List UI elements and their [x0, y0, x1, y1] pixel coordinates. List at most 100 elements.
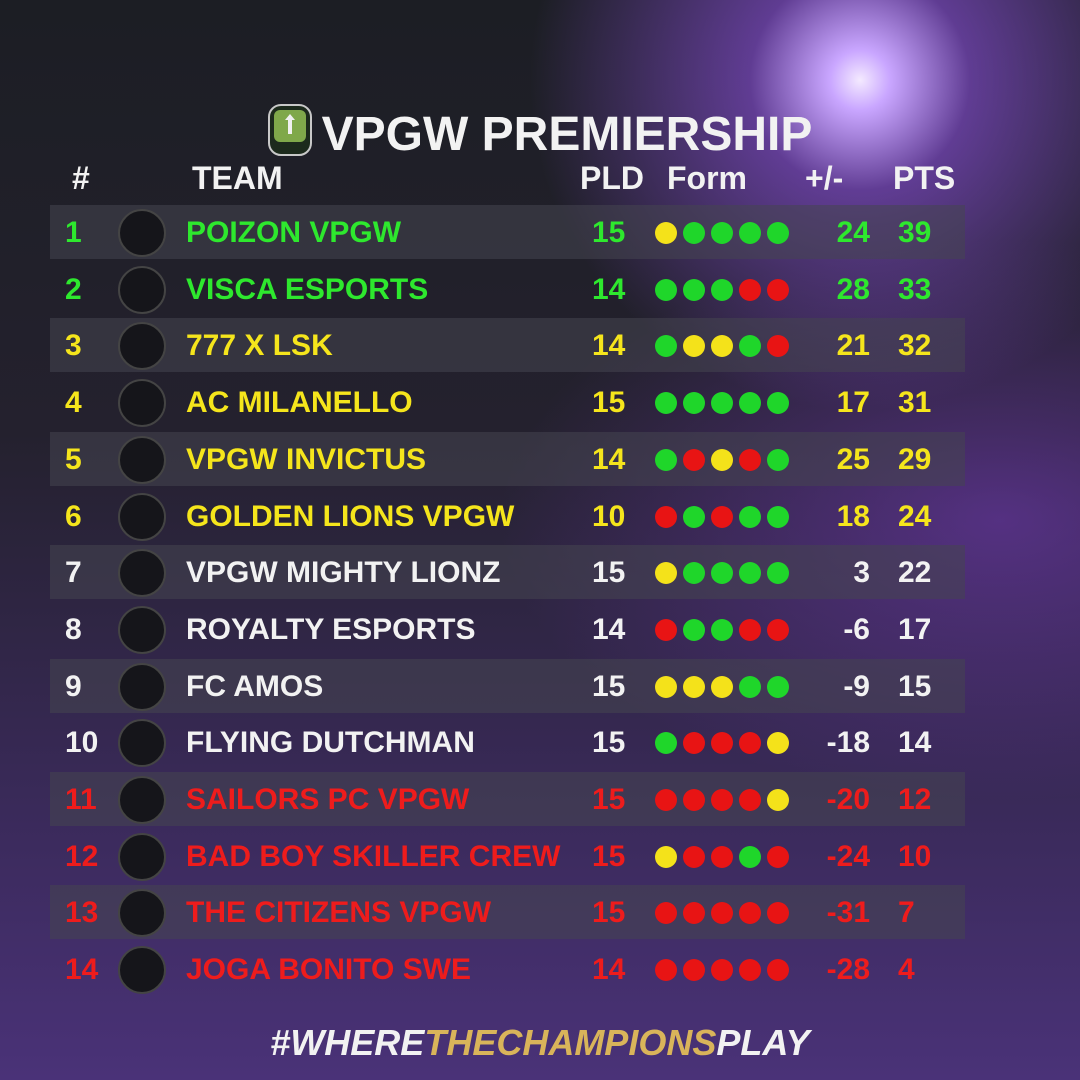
team-name: VPGW MIGHTY LIONZ — [186, 556, 501, 590]
team-name: VISCA ESPORTS — [186, 272, 429, 306]
points: 10 — [898, 839, 932, 873]
goal-difference: 3 — [853, 556, 870, 590]
rank: 5 — [65, 442, 82, 476]
played: 15 — [592, 839, 626, 873]
team-logo — [118, 889, 166, 938]
played: 15 — [592, 669, 626, 703]
played: 15 — [592, 896, 626, 930]
goal-difference: -6 — [843, 612, 870, 646]
form-dot — [683, 392, 705, 415]
hashtag-part: THECHAMPIONS — [424, 1022, 717, 1063]
form-dot — [655, 505, 677, 528]
team-logo — [118, 662, 166, 711]
team-name: FC AMOS — [186, 669, 324, 703]
form-dot — [739, 618, 761, 641]
team-logo — [118, 209, 166, 257]
team-logo — [118, 776, 166, 824]
form-dot — [767, 902, 789, 925]
form-dot — [683, 618, 705, 641]
form-dot — [655, 618, 677, 641]
form-dot — [655, 675, 677, 698]
form-dot — [739, 732, 761, 755]
form-dot — [767, 675, 789, 698]
form-dot — [711, 845, 733, 868]
played: 14 — [592, 953, 626, 987]
team-logo — [118, 435, 166, 484]
form-dot — [767, 222, 789, 244]
rank: 9 — [65, 669, 82, 703]
rank: 14 — [65, 953, 99, 987]
column-header: Form — [667, 160, 747, 196]
goal-difference: -28 — [826, 953, 870, 987]
played: 15 — [592, 216, 626, 249]
rank: 13 — [65, 896, 99, 930]
form-dot — [711, 505, 733, 528]
form-dot — [739, 789, 761, 811]
form-dot — [767, 505, 789, 528]
team-name: BAD BOY SKILLER CREW — [186, 839, 561, 873]
form-dot — [739, 902, 761, 925]
form-dot — [683, 222, 705, 244]
team-logo — [118, 379, 166, 428]
form-dot — [683, 675, 705, 698]
rank: 4 — [65, 386, 82, 420]
form-dot — [683, 335, 705, 358]
team-name: VPGW INVICTUS — [186, 442, 427, 476]
column-header: +/- — [805, 160, 844, 196]
team-name: POIZON VPGW — [186, 216, 402, 249]
team-logo — [118, 492, 166, 541]
team-logo — [118, 605, 166, 654]
hashtag-part: #WHERE — [270, 1022, 425, 1063]
points: 12 — [898, 783, 932, 816]
row-band — [50, 205, 965, 259]
rank: 7 — [65, 556, 82, 590]
row-band — [50, 885, 965, 940]
points: 22 — [898, 556, 932, 590]
points: 24 — [898, 499, 932, 533]
points: 15 — [898, 669, 932, 703]
goal-difference: 25 — [836, 442, 870, 476]
league-logo — [267, 104, 312, 156]
goal-difference: -31 — [826, 896, 870, 930]
form-dot — [767, 845, 789, 868]
team-logo — [118, 832, 166, 881]
team-name: SAILORS PC VPGW — [186, 783, 470, 816]
goal-difference: 24 — [836, 216, 870, 249]
played: 14 — [592, 612, 626, 646]
form-dot — [683, 448, 705, 471]
goal-difference: -24 — [826, 839, 870, 873]
form-dot — [711, 562, 733, 585]
points: 33 — [898, 272, 932, 306]
row-band — [50, 658, 965, 713]
form-dot — [767, 278, 789, 301]
row-band — [50, 545, 965, 600]
form-dot — [655, 562, 677, 585]
column-header: # — [72, 160, 90, 196]
form-dot — [739, 278, 761, 301]
form-dot — [655, 789, 677, 811]
title-block: VPGW PREMIERSHIP — [0, 104, 1080, 162]
form-dot — [767, 789, 789, 811]
played: 15 — [592, 726, 626, 760]
rank: 12 — [65, 839, 99, 873]
form-dot — [655, 448, 677, 471]
form-dot — [683, 505, 705, 528]
points: 14 — [898, 726, 932, 760]
form-dot — [711, 618, 733, 641]
team-name: JOGA BONITO SWE — [186, 953, 472, 987]
form-dot — [711, 732, 733, 755]
played: 10 — [592, 499, 626, 533]
form-dot — [683, 732, 705, 755]
rank: 1 — [65, 216, 82, 249]
form-dot — [711, 902, 733, 925]
goal-difference: -9 — [843, 669, 870, 703]
team-logo — [118, 719, 166, 768]
rank: 8 — [65, 612, 82, 646]
form-dot — [655, 845, 677, 868]
form-dot — [739, 335, 761, 358]
team-logo — [118, 549, 166, 598]
form-dot — [683, 959, 705, 982]
form-dot — [767, 448, 789, 471]
goal-difference: 21 — [836, 329, 870, 363]
rank: 2 — [65, 272, 82, 306]
